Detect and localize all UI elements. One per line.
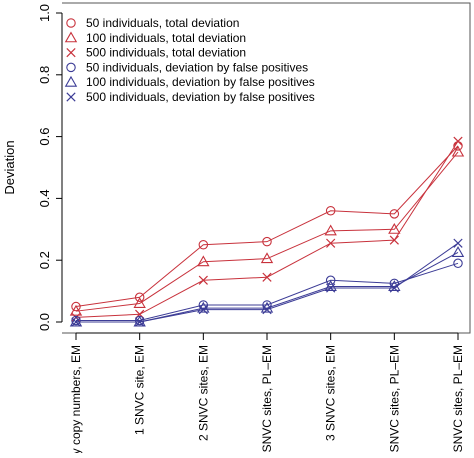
data-point-series-3 (198, 275, 208, 285)
data-point-series-3 (389, 235, 399, 245)
data-point-series-1 (389, 209, 400, 219)
series-line-2 (75, 151, 459, 312)
data-point-series-1 (262, 236, 272, 247)
legend-label: 100 individuals, deviation by false posi… (86, 75, 315, 89)
data-point-series-3 (326, 238, 336, 248)
x-tick-label: 2 SNVC sites, PL–EM (260, 345, 274, 453)
data-point-series-2 (197, 255, 210, 267)
data-point-series-2 (324, 224, 337, 236)
data-point-series-4 (453, 258, 463, 269)
legend-label: 500 individuals, deviation by false posi… (86, 90, 315, 104)
data-point-series-2 (260, 252, 274, 264)
x-tick-label: 2 SNVC sites, EM (196, 345, 210, 441)
data-point-series-2 (69, 304, 83, 316)
legend-marker-6 (66, 92, 76, 102)
data-point-series-2 (451, 145, 465, 157)
data-point-series-6 (135, 317, 145, 327)
legend-marker-4 (66, 62, 76, 73)
x-tick-label: 3 SNVC sites, PL–EM (387, 345, 401, 453)
legend-marker-2 (64, 31, 78, 43)
data-point-series-4 (325, 275, 336, 286)
data-point-series-1 (71, 301, 81, 312)
y-tick-label: 0.4 (37, 189, 52, 207)
y-tick-label: 0.2 (37, 251, 52, 269)
data-point-series-6 (262, 305, 272, 315)
y-axis-label: Deviation (2, 140, 17, 194)
legend-label: 500 individuals, total deviation (86, 46, 246, 60)
series-line-3 (75, 140, 459, 318)
data-point-series-2 (133, 297, 146, 308)
data-point-series-5 (69, 315, 83, 327)
y-tick-label: 0.6 (37, 128, 52, 146)
y-tick-label: 0.8 (37, 66, 52, 84)
data-point-series-6 (71, 317, 81, 327)
data-point-series-1 (325, 206, 336, 216)
series-line-4 (76, 262, 459, 321)
data-point-series-3 (453, 136, 463, 146)
series-line-1 (75, 145, 459, 308)
data-point-series-6 (198, 305, 208, 315)
y-tick-label: 0.0 (37, 313, 52, 331)
legend-label: 100 individuals, total deviation (86, 31, 246, 45)
data-point-series-5 (133, 315, 146, 327)
data-point-series-3 (262, 272, 272, 282)
data-point-series-6 (389, 283, 399, 293)
data-point-series-6 (326, 283, 336, 293)
x-tick-label: 3 SNVC sites, EM (324, 345, 338, 441)
data-point-series-1 (198, 240, 209, 250)
data-point-series-1 (134, 292, 145, 303)
legend-marker-5 (64, 75, 78, 87)
x-tick-label: 1 SNVC site, EM (133, 345, 147, 435)
data-point-series-6 (453, 238, 463, 248)
data-point-series-5 (451, 246, 465, 257)
legend-marker-3 (66, 47, 76, 58)
x-tick-label: 8 SNVC sites, PL–EM (451, 345, 465, 453)
y-tick-label: 1.0 (37, 4, 52, 22)
legend-label: 50 individuals, total deviation (86, 16, 239, 30)
data-point-series-2 (388, 222, 401, 234)
legend-marker-1 (66, 18, 76, 28)
legend-label: 50 individuals, deviation by false posit… (86, 60, 308, 74)
x-tick-label: Only copy numbers, EM (69, 345, 83, 453)
